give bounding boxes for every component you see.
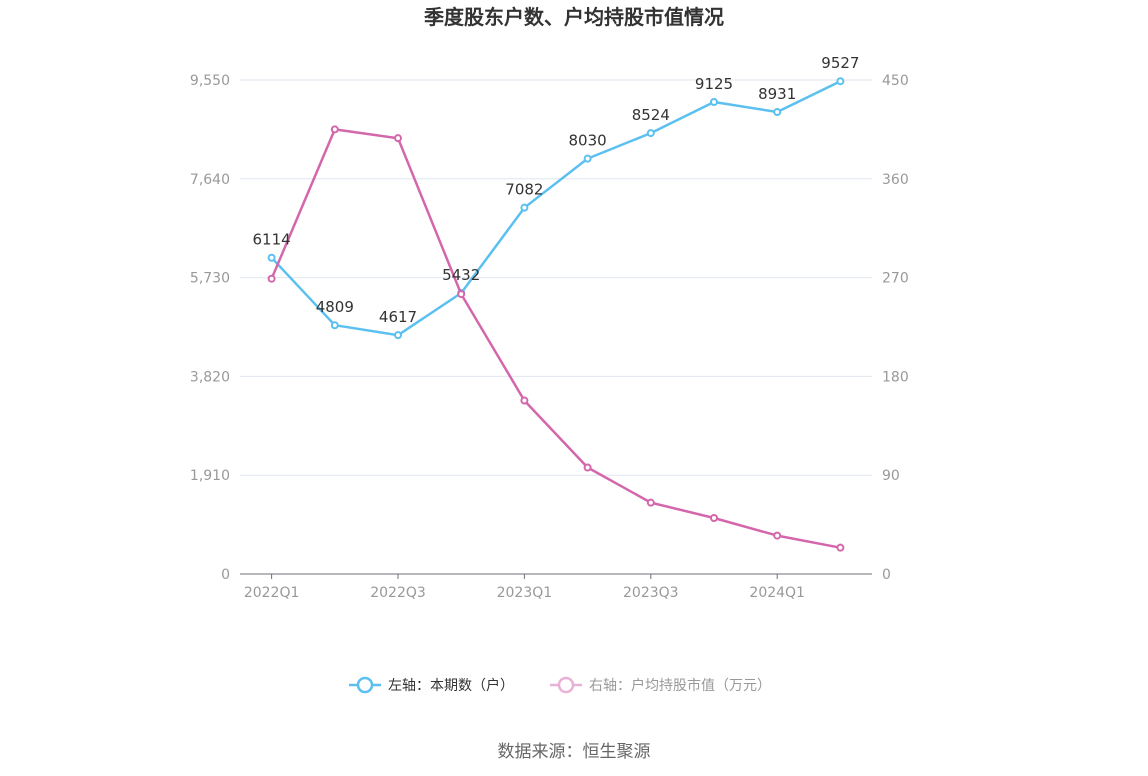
source-note: 数据来源：恒生聚源 [498, 742, 651, 762]
data-point[interactable] [646, 129, 655, 138]
data-point[interactable] [457, 290, 466, 299]
data-point[interactable] [267, 274, 276, 283]
data-point[interactable] [330, 125, 339, 134]
left-axis-tick-label: 0 [221, 567, 230, 583]
series-line-1 [270, 128, 841, 549]
data-point[interactable] [646, 498, 655, 507]
legend-item-0[interactable]: 左轴：本期数（户） [349, 676, 514, 694]
data-label: 8524 [632, 106, 670, 124]
data-label: 8931 [758, 85, 796, 103]
data-label: 5432 [442, 266, 480, 284]
x-axis-tick-label: 2022Q1 [244, 585, 300, 601]
left-axis-tick-label: 9,550 [190, 73, 230, 89]
x-axis-tick-label: 2022Q3 [370, 585, 426, 601]
data-label: 7082 [505, 181, 543, 199]
data-point[interactable] [520, 396, 529, 405]
right-axis-tick-label: 270 [882, 271, 909, 287]
data-point[interactable] [836, 77, 845, 86]
left-axis-tick-label: 5,730 [190, 271, 230, 287]
right-axis-tick-label: 360 [882, 172, 909, 188]
data-point[interactable] [267, 253, 276, 262]
right-axis-tick-label: 90 [882, 468, 900, 484]
right-axis-tick-label: 450 [882, 73, 909, 89]
data-point[interactable] [583, 463, 592, 472]
data-point[interactable] [330, 321, 339, 330]
chart-title: 季度股东户数、户均持股市值情况 [423, 5, 724, 29]
grid-lines [240, 79, 872, 476]
legend[interactable]: 左轴：本期数（户） 右轴：户均持股市值（万元） [349, 676, 771, 694]
data-point[interactable] [773, 531, 782, 540]
data-point[interactable] [836, 543, 845, 552]
data-point[interactable] [583, 154, 592, 163]
data-label: 9527 [821, 54, 859, 72]
series-line-0 [270, 80, 841, 337]
legend-label: 左轴：本期数（户） [388, 677, 514, 694]
right-axis-tick-label: 180 [882, 369, 909, 385]
data-point[interactable] [773, 108, 782, 117]
data-point[interactable] [394, 331, 402, 340]
data-label: 9125 [695, 75, 733, 93]
data-point[interactable] [520, 203, 529, 212]
data-point[interactable] [710, 514, 718, 523]
x-axis-tick-label: 2024Q1 [749, 585, 805, 601]
series-lines [267, 77, 845, 552]
data-label: 4809 [316, 298, 354, 316]
data-label: 8030 [569, 132, 607, 150]
x-axis-tick-label: 2023Q1 [497, 585, 553, 601]
left-axis-tick-label: 1,910 [190, 468, 230, 484]
axes: 0 0 1,910 90 3,820 180 5,730 270 7,640 360 9,550 45… [190, 73, 909, 601]
left-axis-tick-label: 7,640 [190, 172, 230, 188]
x-axis-tick-label: 2023Q3 [623, 585, 679, 601]
legend-marker [557, 676, 575, 694]
data-label: 6114 [253, 231, 291, 249]
right-axis-tick-label: 0 [882, 567, 891, 583]
legend-item-1[interactable]: 右轴：户均持股市值（万元） [550, 676, 771, 694]
data-point[interactable] [394, 134, 402, 143]
legend-marker [356, 676, 374, 694]
legend-label: 右轴：户均持股市值（万元） [589, 677, 771, 694]
data-point[interactable] [710, 97, 718, 106]
left-axis-tick-label: 3,820 [190, 369, 230, 385]
data-label: 4617 [379, 308, 417, 326]
data-labels: 6114 4809 4617 5432 7082 8030 8524 9125 8931 9527 [253, 54, 860, 326]
